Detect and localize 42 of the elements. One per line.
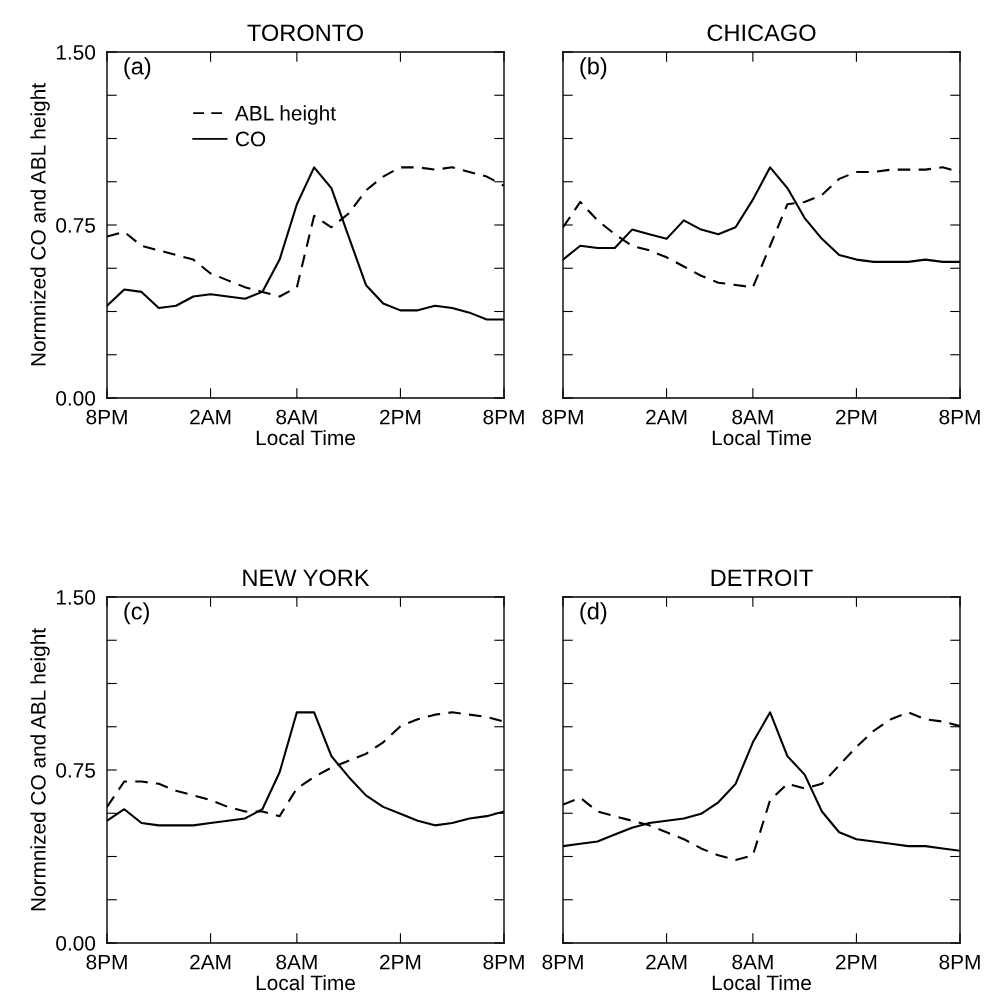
x-axis-title: Local Time <box>712 429 811 446</box>
x-tick-label: 8PM <box>542 954 583 970</box>
annotation: (b) <box>580 57 607 80</box>
x-tick-label: 8PM <box>86 954 127 970</box>
x-tick-label: 2PM <box>380 954 421 970</box>
y-tick-label: 0.75 <box>56 218 96 233</box>
x-tick-label: 2PM <box>836 409 877 425</box>
chart-title: TORONTO <box>247 24 363 42</box>
x-tick-label: 2AM <box>190 409 231 425</box>
x-axis-title: Local Time <box>712 974 811 991</box>
chart-title: CHICAGO <box>707 24 816 42</box>
x-tick-label: 8PM <box>939 409 980 425</box>
x-tick-label: 8AM <box>732 409 773 425</box>
x-tick-label: 8AM <box>732 954 773 970</box>
x-tick-label: 8PM <box>542 409 583 425</box>
x-tick-label: 2AM <box>646 409 687 425</box>
legend-label: CO <box>235 131 266 147</box>
y-tick-label: 1.50 <box>56 45 96 60</box>
x-axis-title: Local Time <box>256 974 355 991</box>
x-tick-label: 8AM <box>276 409 317 425</box>
y-tick-label: 1.50 <box>56 590 96 605</box>
x-tick-label: 8PM <box>483 954 524 970</box>
annotation: (d) <box>580 602 607 625</box>
x-tick-label: 8AM <box>276 954 317 970</box>
x-tick-label: 2PM <box>380 409 421 425</box>
x-axis-title: Local Time <box>256 429 355 446</box>
annotation: (a) <box>124 57 151 80</box>
y-tick-label: 0.75 <box>56 763 96 778</box>
x-tick-label: 2AM <box>646 954 687 970</box>
chart-title: DETROIT <box>711 569 813 587</box>
x-tick-label: 8PM <box>939 954 980 970</box>
x-tick-label: 8PM <box>483 409 524 425</box>
chart-title: NEW YORK <box>243 569 370 587</box>
x-tick-label: 2AM <box>190 954 231 970</box>
y-axis-title: Normnized CO and ABL height <box>30 83 50 366</box>
y-tick-label: 0.00 <box>56 391 96 406</box>
legend-label: ABL height <box>234 105 336 125</box>
y-axis-title: Normnized CO and ABL height <box>30 628 50 911</box>
x-tick-label: 8PM <box>86 409 127 425</box>
x-tick-label: 2PM <box>836 954 877 970</box>
annotation: (c) <box>124 602 149 625</box>
y-tick-label: 0.00 <box>56 936 96 951</box>
